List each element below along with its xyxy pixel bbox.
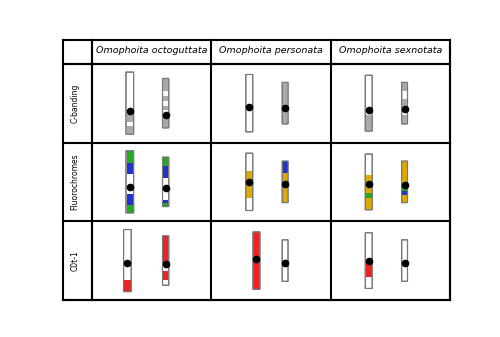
Bar xyxy=(163,163,168,166)
Bar xyxy=(163,85,168,91)
Text: Fluorochromes: Fluorochromes xyxy=(70,154,79,210)
Bar xyxy=(402,83,407,91)
Bar xyxy=(402,191,407,195)
Text: C-banding: C-banding xyxy=(70,84,79,123)
Bar xyxy=(366,259,372,277)
Bar xyxy=(163,271,168,280)
FancyBboxPatch shape xyxy=(366,233,372,288)
Bar xyxy=(163,96,168,101)
Bar xyxy=(282,161,288,173)
FancyBboxPatch shape xyxy=(162,79,169,128)
Bar xyxy=(254,254,260,289)
FancyBboxPatch shape xyxy=(246,153,252,211)
Bar xyxy=(282,83,288,95)
FancyBboxPatch shape xyxy=(402,240,407,281)
Text: Omophoita sexnotata: Omophoita sexnotata xyxy=(338,47,442,56)
Bar xyxy=(163,115,168,127)
Text: Omophoita personata: Omophoita personata xyxy=(219,47,322,56)
Bar xyxy=(366,198,372,209)
Bar xyxy=(163,105,168,111)
Bar xyxy=(246,171,252,198)
FancyBboxPatch shape xyxy=(402,83,407,124)
Bar xyxy=(126,126,133,134)
Bar xyxy=(282,109,288,124)
Bar xyxy=(163,203,168,206)
Bar xyxy=(124,280,130,291)
FancyBboxPatch shape xyxy=(162,236,169,285)
Bar xyxy=(126,193,133,205)
Bar xyxy=(366,175,372,193)
Bar xyxy=(282,173,288,202)
Bar xyxy=(402,195,407,202)
Bar xyxy=(366,193,372,198)
Bar xyxy=(163,255,168,264)
Bar xyxy=(282,95,288,109)
Bar xyxy=(126,151,133,163)
FancyBboxPatch shape xyxy=(162,157,169,207)
FancyBboxPatch shape xyxy=(402,161,407,203)
FancyBboxPatch shape xyxy=(282,240,288,281)
Bar xyxy=(402,187,407,191)
FancyBboxPatch shape xyxy=(366,75,372,131)
Bar xyxy=(163,161,168,163)
Bar xyxy=(366,115,372,131)
Bar xyxy=(163,236,168,244)
FancyBboxPatch shape xyxy=(253,232,260,289)
FancyBboxPatch shape xyxy=(126,72,134,134)
Bar xyxy=(163,244,168,255)
Bar xyxy=(126,163,133,175)
Text: Omophoita octoguttata: Omophoita octoguttata xyxy=(96,47,207,56)
Bar xyxy=(402,116,407,124)
FancyBboxPatch shape xyxy=(246,74,252,132)
Bar xyxy=(126,205,133,213)
Bar xyxy=(163,200,168,203)
Bar xyxy=(163,166,168,179)
Bar xyxy=(126,114,133,122)
FancyBboxPatch shape xyxy=(124,229,131,292)
Bar xyxy=(402,161,407,187)
Bar xyxy=(163,79,168,85)
Text: C0t-1: C0t-1 xyxy=(70,250,79,271)
FancyBboxPatch shape xyxy=(126,151,134,213)
FancyBboxPatch shape xyxy=(282,83,288,124)
Bar xyxy=(402,99,407,107)
FancyBboxPatch shape xyxy=(366,154,372,210)
FancyBboxPatch shape xyxy=(282,161,288,203)
Bar xyxy=(163,157,168,161)
